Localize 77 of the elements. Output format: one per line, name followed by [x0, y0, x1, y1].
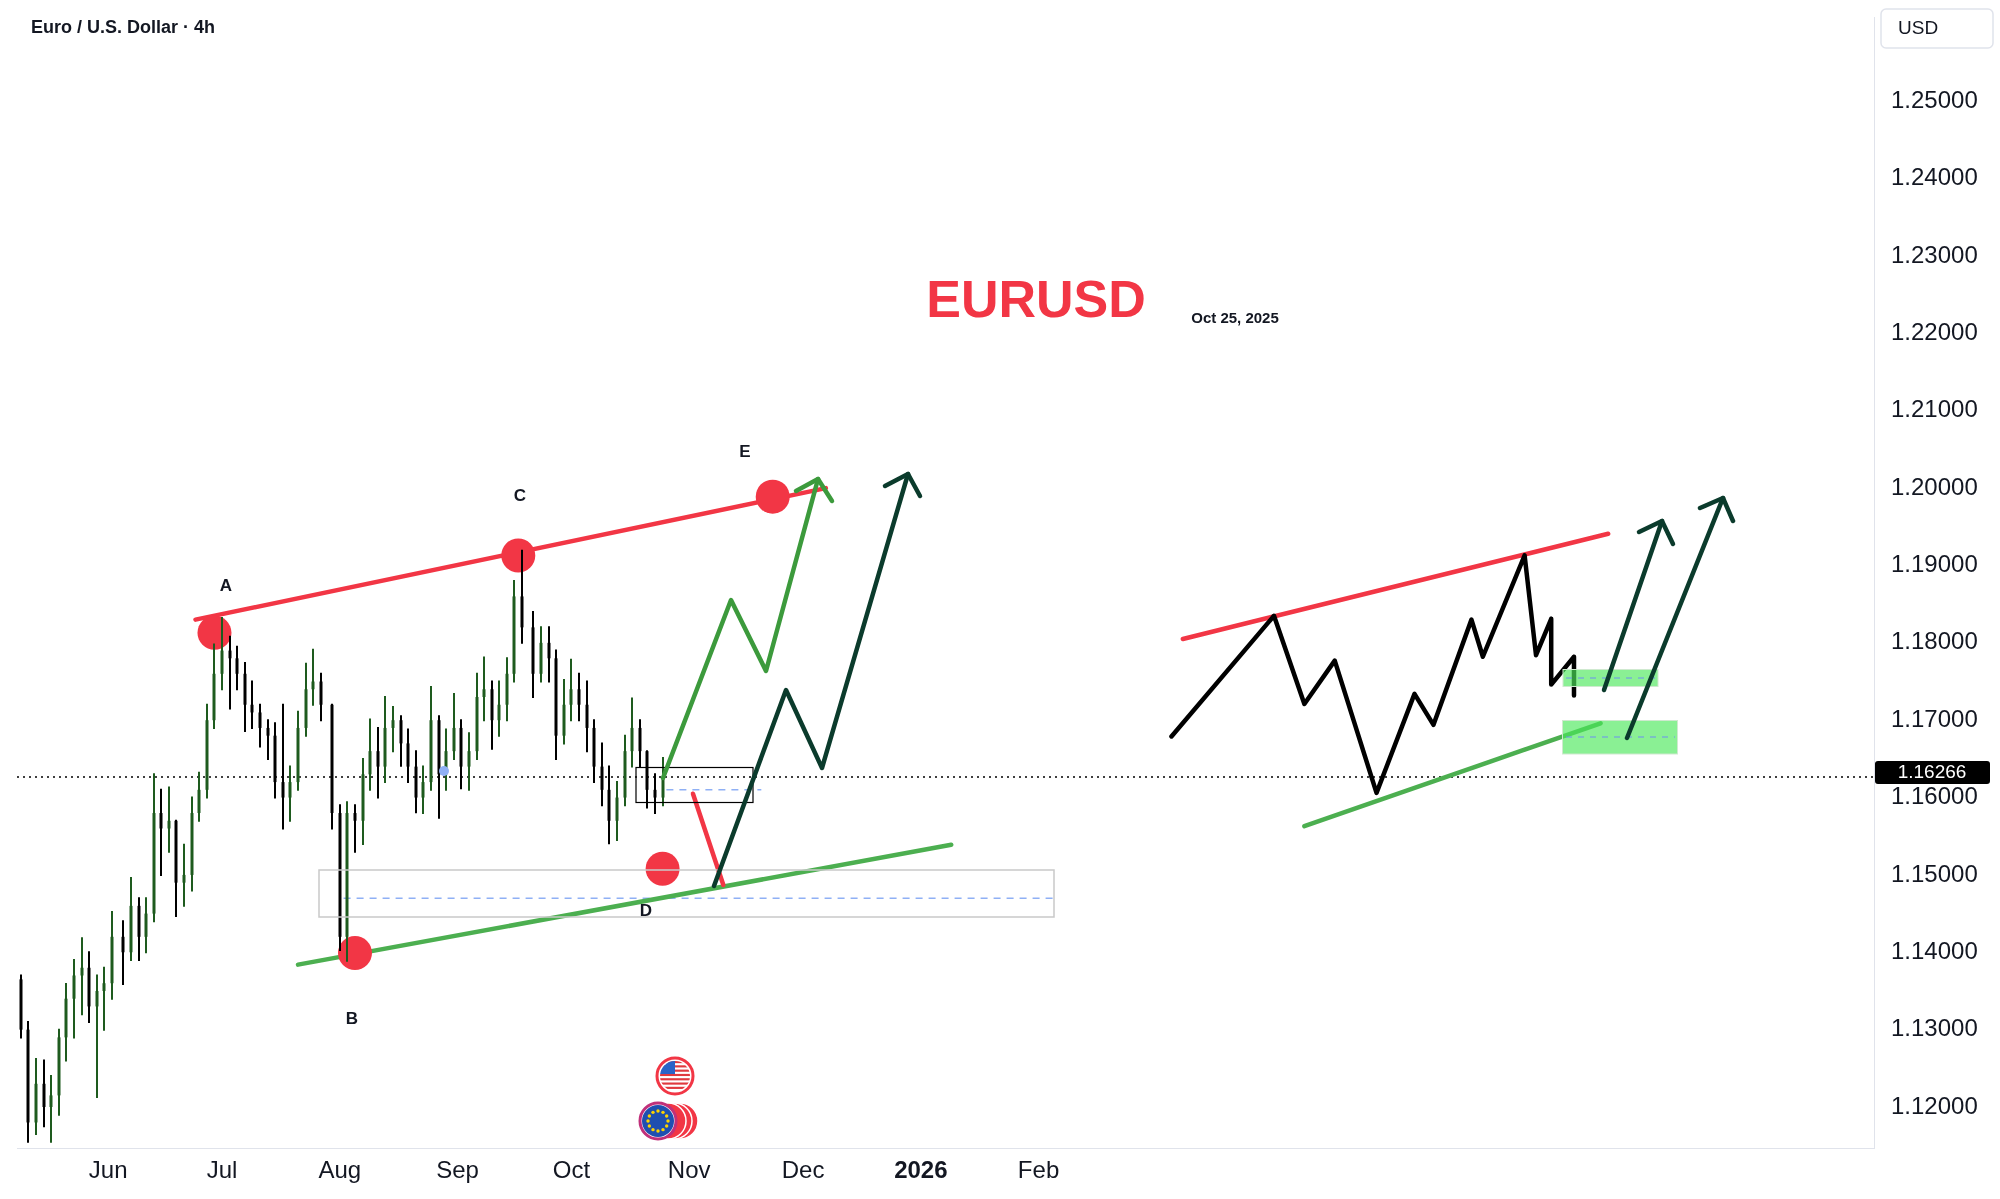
point	[501, 538, 536, 573]
y-tick-label: 1.12000	[1891, 1091, 1978, 1119]
candlestick	[167, 786, 171, 853]
candlestick	[482, 656, 486, 722]
y-tick-label: 1.22000	[1891, 318, 1978, 346]
y-tick-label: 1.15000	[1891, 859, 1978, 887]
candlestick	[121, 920, 125, 985]
candlestick	[630, 697, 634, 768]
y-tick-label: 1.14000	[1891, 936, 1978, 964]
candlestick	[452, 692, 456, 760]
candlestick	[547, 626, 551, 683]
candlestick	[467, 732, 471, 791]
candlestick	[615, 781, 619, 842]
point	[645, 851, 680, 886]
point	[197, 615, 232, 650]
y-tick-label: 1.13000	[1891, 1014, 1978, 1042]
candlestick	[72, 959, 76, 1039]
candlestick	[497, 680, 501, 737]
candlestick	[144, 897, 148, 954]
candlestick	[569, 658, 573, 722]
candlestick	[95, 974, 99, 1098]
candlestick	[235, 645, 239, 691]
candlestick	[353, 804, 357, 853]
y-tick-label: 1.19000	[1891, 550, 1978, 578]
point	[337, 936, 372, 971]
annotation: D	[639, 900, 653, 920]
candlestick	[228, 635, 232, 710]
candlestick	[80, 937, 84, 1016]
candlestick	[577, 672, 581, 722]
y-tick-label: 1.18000	[1891, 627, 1978, 655]
x-tick-label: Dec	[781, 1156, 825, 1184]
candlestick	[102, 966, 106, 1031]
candlestick	[391, 706, 395, 753]
x-tick-label: Jun	[88, 1156, 128, 1184]
candlestick	[288, 765, 292, 822]
candlestick	[258, 703, 262, 748]
annotation: A	[219, 575, 233, 595]
point	[755, 479, 790, 514]
candlestick	[250, 680, 254, 729]
x-tick-label: Nov	[667, 1156, 711, 1184]
candlestick	[182, 843, 186, 907]
x-tick-label: Aug	[318, 1156, 362, 1184]
candlestick	[399, 715, 403, 767]
annotation: E	[739, 441, 751, 461]
y-tick-label: 1.24000	[1891, 163, 1978, 191]
y-tick-label: 1.17000	[1891, 704, 1978, 732]
candlestick	[220, 617, 224, 691]
y-tick-label: 1.20000	[1891, 472, 1978, 500]
candlestick	[49, 1075, 53, 1143]
y-axis-title: USD	[1898, 17, 1939, 39]
text: EURUSD	[926, 270, 1146, 329]
x-tick-label: 2026	[894, 1156, 948, 1184]
candlestick	[266, 719, 270, 760]
y-tick-label: 1.23000	[1891, 240, 1978, 268]
candlestick	[406, 728, 410, 784]
candlestick	[42, 1059, 46, 1128]
candlestick	[311, 648, 315, 706]
candlestick	[197, 771, 201, 822]
annotation: Oct 25, 2025	[1191, 309, 1279, 327]
y-tick-label: 1.21000	[1891, 395, 1978, 423]
annotation: B	[345, 1008, 359, 1028]
candlestick	[368, 718, 372, 791]
x-tick-label: Oct	[552, 1156, 591, 1184]
candlestick	[376, 726, 380, 799]
chart-title: Euro / U.S. Dollar · 4h	[31, 16, 216, 37]
candlestick	[319, 672, 323, 722]
x-tick-label: Sep	[436, 1156, 479, 1184]
y-tick-label: 1.25000	[1891, 85, 1978, 113]
x-tick-label: Feb	[1017, 1156, 1060, 1184]
candlestick	[159, 788, 163, 876]
candlestick	[585, 680, 589, 753]
annotation: C	[513, 485, 527, 505]
x-tick-label: Jul	[206, 1156, 238, 1184]
ref-line-label: 1.16266	[1897, 761, 1967, 783]
candlestick	[421, 765, 425, 815]
y-tick-label: 1.16000	[1891, 782, 1978, 810]
candlestick	[638, 719, 642, 768]
